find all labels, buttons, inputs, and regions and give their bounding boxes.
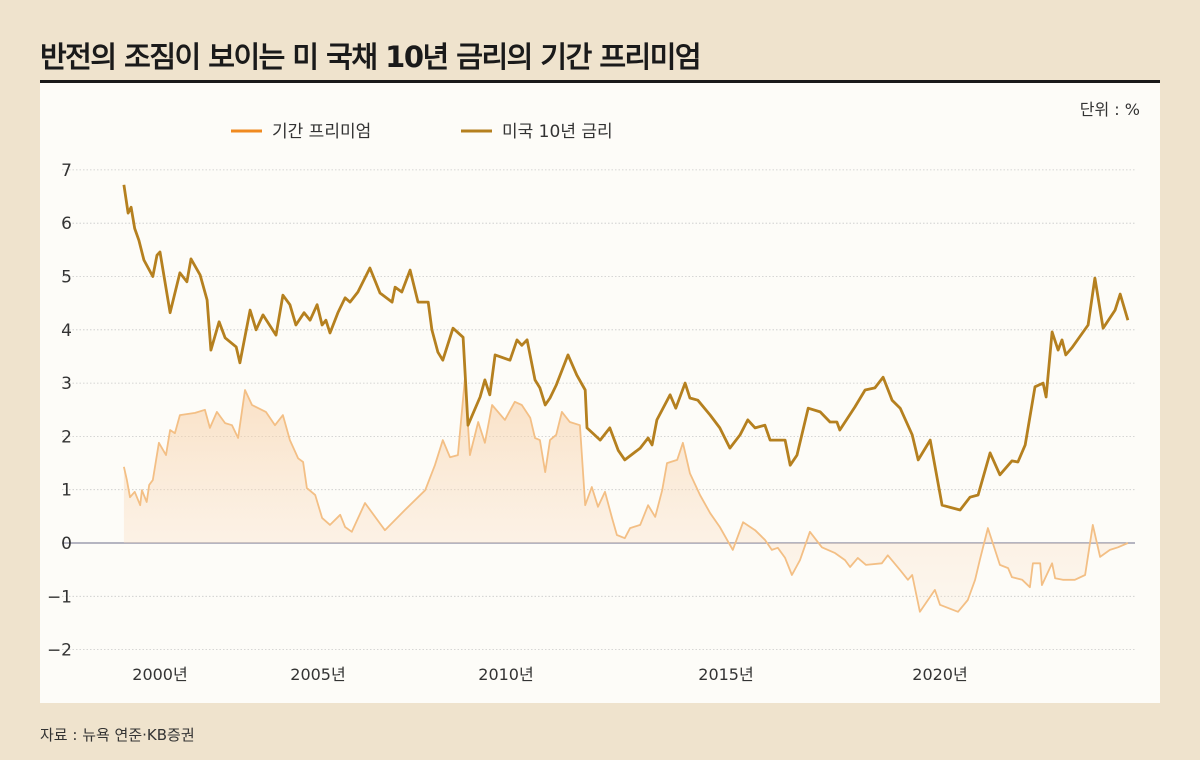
y-tick-label: 1 [61, 481, 72, 501]
y-tick-label: −2 [47, 641, 72, 661]
legend-label-term-premium: 기간 프리미엄 [272, 122, 371, 142]
legend-label-yield: 미국 10년 금리 [502, 122, 613, 142]
chart-panel [40, 83, 1160, 703]
y-tick-label: 2 [61, 427, 72, 447]
y-tick-label: −1 [47, 587, 72, 607]
y-tick-label: 3 [61, 374, 72, 394]
page-title: 반전의 조짐이 보이는 미 국채 10년 금리의 기간 프리미엄 [40, 40, 702, 74]
y-tick-label: 6 [61, 214, 72, 234]
x-tick-label: 2005년 [290, 665, 345, 684]
y-tick-label: 0 [61, 534, 72, 554]
x-tick-label: 2010년 [478, 665, 533, 684]
y-tick-label: 7 [61, 161, 72, 181]
y-tick-label: 4 [61, 321, 72, 341]
legend: 기간 프리미엄 미국 10년 금리 [231, 122, 613, 142]
unit-label: 단위 : % [1080, 100, 1140, 119]
term-premium-area [123, 377, 1128, 612]
term-premium-line [123, 376, 1129, 613]
source-note: 자료 : 뉴욕 연준·KB증권 [40, 726, 195, 744]
x-tick-label: 2020년 [912, 665, 967, 684]
x-tick-label: 2000년 [132, 665, 187, 684]
y-tick-label: 5 [61, 268, 72, 288]
x-tick-label: 2015년 [698, 665, 753, 684]
title-divider [40, 80, 1160, 83]
us-10y-yield-line [122, 184, 1130, 512]
